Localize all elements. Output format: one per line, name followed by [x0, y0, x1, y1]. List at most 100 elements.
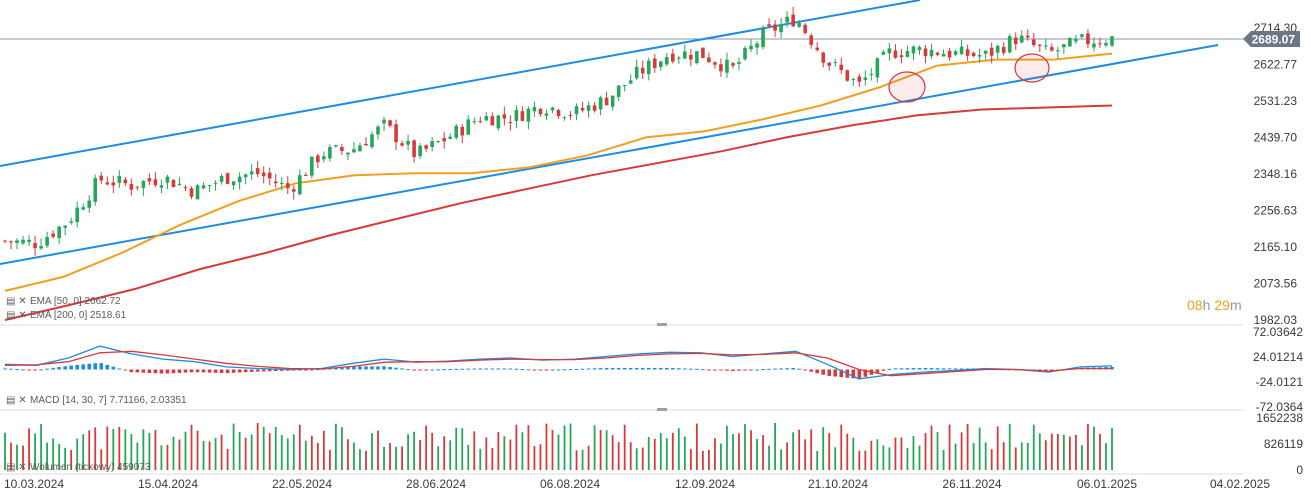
- volume-bar: [184, 431, 187, 470]
- volume-bar: [214, 438, 217, 470]
- candle-body: [592, 105, 597, 111]
- macd-histogram-bar: [646, 367, 651, 370]
- macd-histogram-bar: [406, 369, 410, 371]
- candle-body: [695, 51, 699, 64]
- volume-bar: [395, 446, 397, 470]
- volume-bar: [533, 446, 536, 470]
- macd-histogram-bar: [755, 369, 759, 371]
- macd-signal-line[interactable]: [4, 350, 1112, 377]
- macd-histogram-bar: [297, 369, 302, 371]
- macd-histogram-bar: [815, 369, 820, 374]
- volume-legend-icon[interactable]: ▤ ✕: [6, 462, 27, 473]
- macd-histogram-bar: [105, 364, 110, 370]
- channel-upper-line[interactable]: [0, 0, 921, 167]
- volume-bar: [750, 430, 752, 470]
- candle-body: [291, 189, 296, 192]
- candle-body: [923, 48, 928, 57]
- volume-bar: [714, 438, 716, 470]
- volume-bar: [870, 440, 873, 470]
- macd-histogram-bar: [550, 369, 555, 371]
- macd-histogram-bar: [201, 369, 206, 373]
- volume-bar: [647, 436, 650, 470]
- candle-body: [622, 85, 627, 87]
- macd-histogram-bar: [9, 368, 13, 370]
- highlight-ellipse-2: [1014, 53, 1050, 83]
- candle-body: [472, 121, 477, 123]
- candle-body: [376, 126, 380, 135]
- ema50-legend-icon[interactable]: ▤ ✕: [6, 296, 27, 307]
- volume-bar: [425, 425, 428, 470]
- macd-histogram-bar: [514, 368, 519, 370]
- macd-resize-handle[interactable]: [657, 323, 667, 326]
- volume-bar: [545, 423, 548, 470]
- volume-resize-handle[interactable]: [657, 408, 667, 411]
- macd-histogram-bar: [556, 369, 561, 371]
- macd-lines: [4, 345, 1113, 380]
- volume-bar: [1087, 424, 1089, 470]
- volume-tick-label: 826119: [1264, 437, 1303, 451]
- macd-histogram-bar: [382, 366, 386, 370]
- candle-body: [490, 116, 495, 126]
- candle-body: [887, 48, 892, 54]
- ema200-line[interactable]: [4, 104, 1113, 321]
- price-tick-label: 2531.23: [1254, 94, 1298, 108]
- volume-bar: [268, 433, 271, 470]
- candle-body: [845, 70, 850, 81]
- candle-body: [225, 173, 230, 184]
- volume-bar: [1105, 443, 1107, 470]
- volume-bar: [882, 445, 885, 470]
- candle-body: [604, 97, 609, 106]
- candle-body: [51, 233, 55, 237]
- volume-bar: [377, 430, 379, 470]
- volume-legend: ▤ ✕ Wolumen (tickowy) 459073: [6, 462, 151, 473]
- macd-legend-icon[interactable]: ▤ ✕: [6, 395, 27, 406]
- candle-body: [478, 121, 483, 123]
- volume-bar: [226, 448, 229, 470]
- volume-bar: [521, 432, 524, 470]
- volume-bar: [822, 427, 825, 470]
- candle-body: [755, 43, 759, 48]
- candle-body: [430, 141, 434, 148]
- volume-bar: [659, 433, 662, 470]
- macd-histogram-bar: [767, 368, 771, 370]
- candle-body: [1044, 45, 1048, 47]
- volume-bar: [88, 430, 91, 470]
- macd-histogram-bar: [568, 369, 573, 371]
- macd-histogram-bar: [947, 368, 952, 370]
- candle-body: [526, 108, 531, 122]
- macd-histogram-bar: [39, 369, 43, 371]
- macd-histogram-bar: [412, 369, 416, 371]
- volume-bar: [846, 433, 849, 470]
- macd-histogram-bar: [622, 367, 627, 370]
- candle-body: [75, 207, 79, 223]
- volume-bar: [1002, 442, 1005, 470]
- macd-histogram-bar: [953, 368, 958, 370]
- price-tick-label: 2073.56: [1254, 277, 1298, 291]
- volume-bar: [900, 437, 903, 470]
- macd-histogram-bar: [683, 368, 687, 370]
- ema200-layer: [4, 104, 1113, 321]
- candle-body: [364, 143, 368, 146]
- macd-histogram-bar: [231, 369, 236, 373]
- macd-histogram-bar: [652, 367, 657, 370]
- macd-histogram-bar: [454, 368, 459, 370]
- volume-bar: [443, 436, 446, 470]
- macd-histogram-bar: [671, 368, 675, 370]
- macd-histogram-bar: [400, 368, 404, 370]
- volume-bar: [768, 445, 770, 470]
- ema50-line[interactable]: [4, 52, 1113, 292]
- macd-histogram-bar: [1044, 369, 1048, 371]
- volume-bar: [1093, 426, 1095, 470]
- volume-bar: [720, 443, 722, 470]
- channel-lower-line[interactable]: [0, 44, 1219, 265]
- volume-bar: [876, 439, 879, 470]
- date-tick-label: 12.09.2024: [675, 477, 735, 491]
- macd-histogram-bar: [261, 369, 266, 372]
- volume-bar: [172, 436, 175, 470]
- ema200-legend-icon[interactable]: ▤ ✕: [6, 310, 27, 321]
- macd-line[interactable]: [4, 345, 1113, 380]
- candle-body: [454, 125, 459, 138]
- volume-bar: [599, 430, 602, 470]
- volume-bar: [347, 439, 349, 470]
